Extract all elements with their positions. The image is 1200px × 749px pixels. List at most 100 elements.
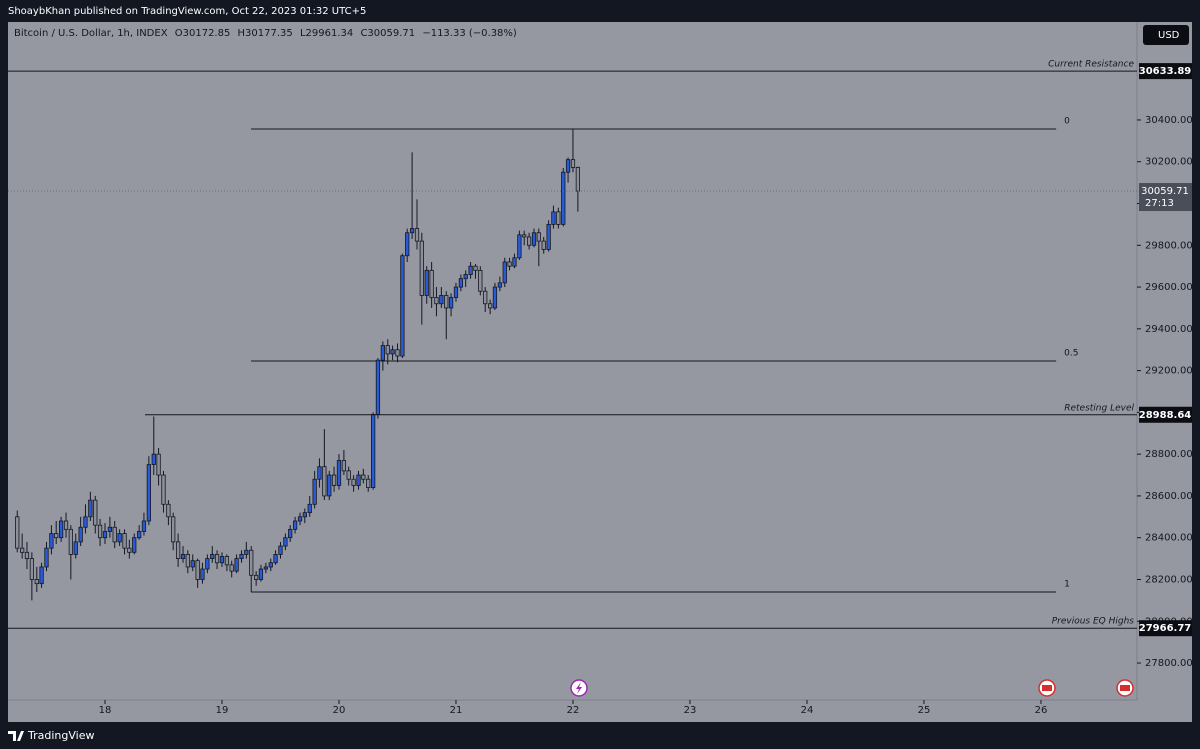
candle-body <box>502 261 507 284</box>
candle-body <box>107 526 113 532</box>
candle-body <box>34 579 39 585</box>
y-tick-label: 30200.00 <box>1145 157 1193 168</box>
candle-body <box>63 520 69 530</box>
candle-body <box>444 295 449 309</box>
candle-body <box>292 520 298 530</box>
legend: Bitcoin / U.S. Dollar, 1h, INDEX O30172.… <box>14 28 517 39</box>
candle-body <box>565 159 571 173</box>
candle-body <box>180 554 186 559</box>
price-label-box <box>1139 620 1192 637</box>
candle-body <box>541 240 546 250</box>
candle-body <box>97 524 103 539</box>
candle-body <box>39 566 44 585</box>
candle-body <box>439 295 444 305</box>
candle-body <box>127 547 132 553</box>
current-price-label: 30059.71 <box>1141 186 1189 197</box>
price-label: 28988.64 <box>1139 410 1192 421</box>
candle-body <box>341 460 347 472</box>
fib-level-label: 1 <box>1064 580 1070 590</box>
candle-body <box>361 474 366 480</box>
candle-body <box>297 516 303 522</box>
candle-body <box>244 549 249 555</box>
ohlc-high: H30177.35 <box>238 28 293 39</box>
candle-body <box>195 560 200 580</box>
candle-body <box>268 562 273 568</box>
candle-body <box>453 286 459 298</box>
candle-body <box>122 533 127 549</box>
ohlc-low: L29961.34 <box>300 28 353 39</box>
candle-body <box>239 554 244 559</box>
footer-brand: TradingView <box>27 729 94 742</box>
candle-body <box>234 558 239 572</box>
candle-body <box>483 290 488 305</box>
price-label: 27966.77 <box>1139 623 1192 634</box>
candle-body <box>546 223 551 250</box>
symbol-title: Bitcoin / U.S. Dollar, 1h, INDEX <box>14 28 168 39</box>
level-label: Retesting Level <box>1064 403 1134 413</box>
y-tick-label: 29800.00 <box>1145 240 1193 251</box>
candle-body <box>224 556 230 566</box>
candle-body <box>556 211 561 225</box>
candle-body <box>317 466 322 480</box>
candle-body <box>302 512 307 518</box>
candle-body <box>88 499 93 518</box>
candle-body <box>366 478 371 488</box>
candle-body <box>205 558 210 570</box>
currency-button[interactable] <box>1143 25 1189 45</box>
candle-body <box>458 278 464 288</box>
x-tick-label: 23 <box>684 705 697 716</box>
candle-body <box>522 234 527 238</box>
candle-body <box>15 516 20 549</box>
candle-body <box>322 466 327 497</box>
candle-body <box>190 560 195 568</box>
candle-body <box>575 167 581 192</box>
y-tick-label: 29200.00 <box>1145 366 1193 377</box>
candle-body <box>424 269 429 296</box>
candle-body <box>141 520 147 532</box>
candle-body <box>336 460 342 486</box>
candle-body <box>409 228 415 234</box>
x-tick-label: 20 <box>333 705 346 716</box>
logo <box>8 731 24 741</box>
candle-body <box>146 464 151 522</box>
fib-level-label: 0 <box>1064 116 1070 126</box>
candle-body <box>156 453 161 476</box>
candle-body <box>385 345 390 355</box>
candle-body <box>346 470 351 480</box>
candle-body <box>288 528 293 539</box>
candle-body <box>58 520 64 539</box>
candle-body <box>83 516 88 528</box>
candle-body <box>93 499 98 526</box>
candle-body <box>478 269 483 292</box>
candle-body <box>561 171 566 225</box>
candle-body <box>351 478 356 486</box>
x-tick-label: 19 <box>216 705 229 716</box>
ohlc-open: O30172.85 <box>175 28 231 39</box>
candle-body <box>20 547 25 553</box>
candle-body <box>214 554 220 564</box>
candle-body <box>132 537 137 553</box>
candle-body <box>497 282 502 288</box>
candle-body <box>390 349 395 355</box>
y-tick-label: 28200.00 <box>1145 574 1193 585</box>
candle-body <box>24 551 30 559</box>
candle-body <box>531 232 537 246</box>
candle-body <box>488 303 493 309</box>
candle-body <box>283 537 288 547</box>
price-label-box <box>1139 406 1192 423</box>
candle-body <box>29 558 34 580</box>
candle-body <box>102 531 108 539</box>
candle-body <box>49 533 54 549</box>
candle-body <box>312 478 317 505</box>
candle-body <box>273 554 278 564</box>
flag <box>1120 685 1130 691</box>
candle-body <box>419 240 424 296</box>
chart-background <box>8 22 1192 722</box>
candle-body <box>395 349 400 357</box>
candle-body <box>307 503 312 514</box>
candle-body <box>331 474 337 486</box>
candle-body <box>551 211 556 225</box>
y-tick-label: 30400.00 <box>1145 115 1193 126</box>
candle-body <box>468 265 473 275</box>
